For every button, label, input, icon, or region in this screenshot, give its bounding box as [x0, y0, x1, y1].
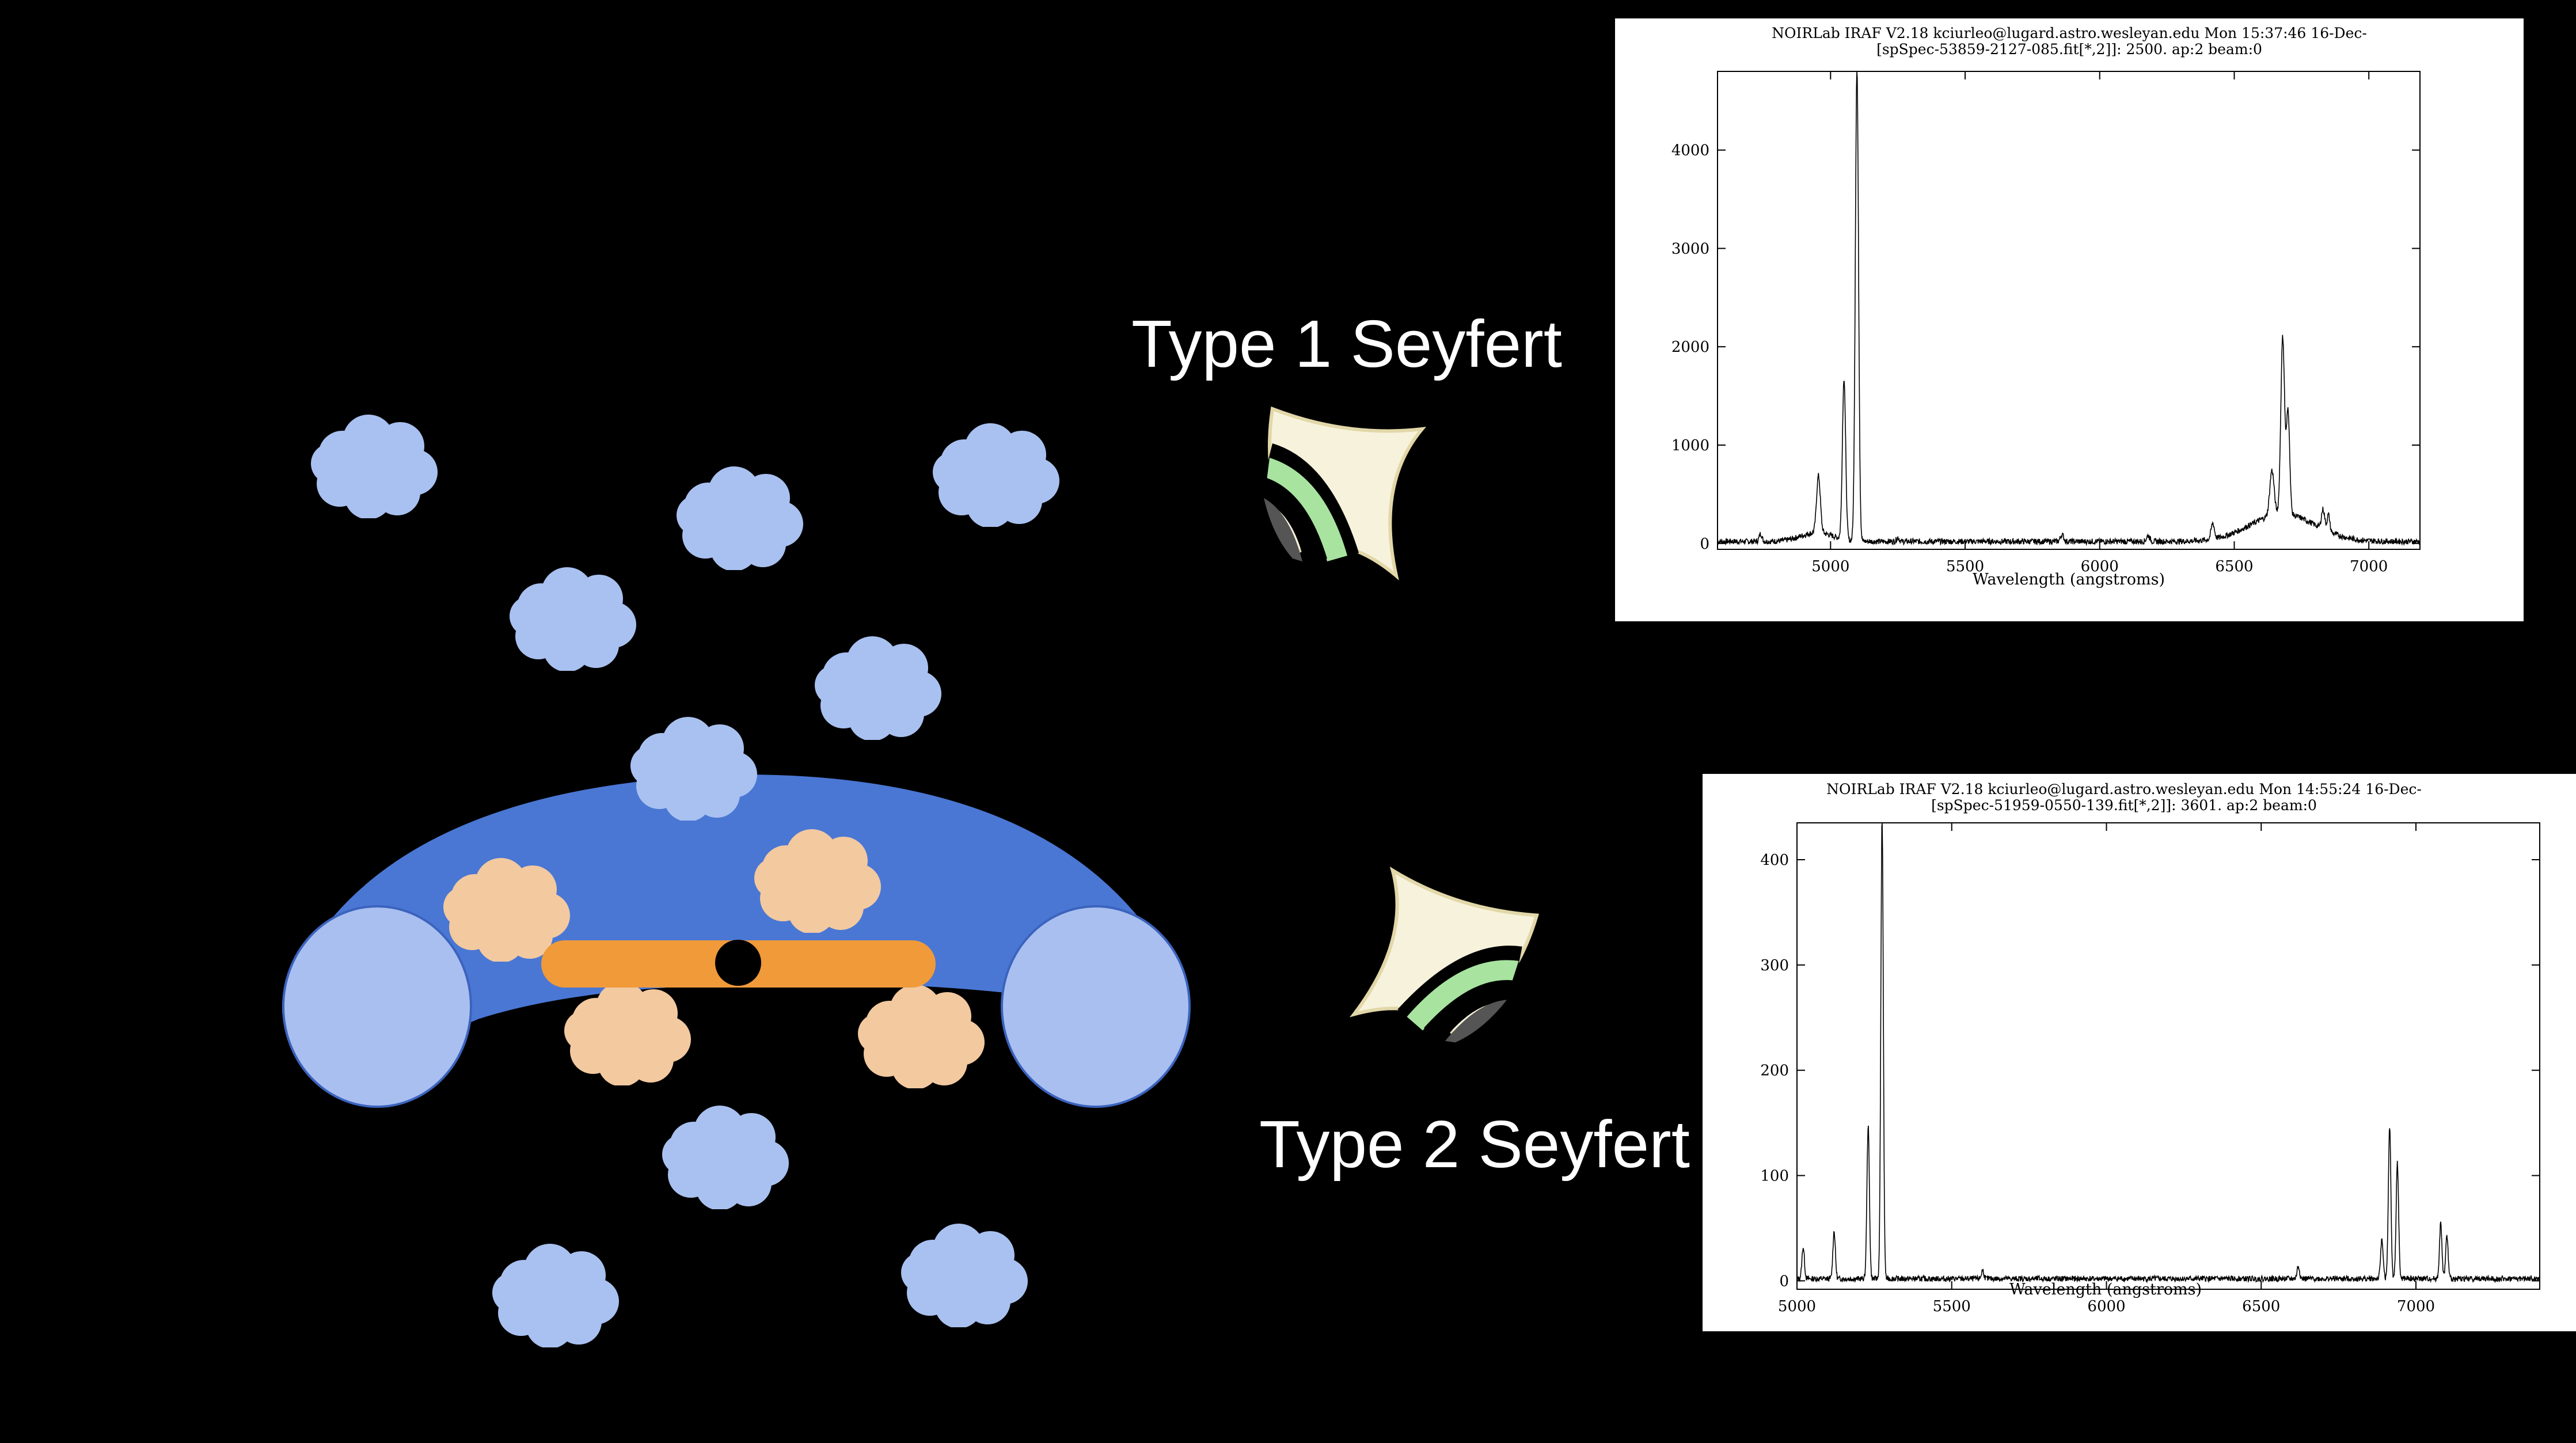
- eye-icon: [1331, 852, 1545, 1070]
- x-tick-label: 5000: [1778, 1298, 1816, 1315]
- y-tick-label: 0: [1779, 1273, 1789, 1290]
- torus-right-lobe: [1001, 905, 1191, 1108]
- y-tick-label: 200: [1760, 1062, 1789, 1080]
- x-tick-label: 6500: [2242, 1298, 2280, 1315]
- type2-spectrum-chart: NOIRLab IRAF V2.18 kciurleo@lugard.astro…: [1760, 781, 2540, 1315]
- spectrum-line: [1796, 822, 2540, 1283]
- type1-spectrum-panel: NOIRLab IRAF V2.18 kciurleo@lugard.astro…: [1615, 18, 2524, 621]
- cloud-icon: [510, 567, 636, 671]
- torus: [282, 774, 1189, 1035]
- type1-seyfert-label: Type 1 Seyfert: [1131, 306, 1562, 381]
- y-tick-label: 2000: [1671, 339, 1709, 356]
- type1-spectrum-chart: NOIRLab IRAF V2.18 kciurleo@lugard.astro…: [1671, 25, 2421, 588]
- eye-icon: [1264, 409, 1422, 576]
- cloud-icon: [311, 415, 438, 518]
- y-tick-label: 100: [1760, 1168, 1789, 1185]
- x-tick-label: 6000: [2081, 558, 2119, 575]
- y-tick-label: 1000: [1671, 437, 1709, 454]
- chart-header-line2: [spSpec-53859-2127-085.fit[*,2]]: 2500. …: [1876, 41, 2262, 58]
- cloud-icon: [933, 423, 1059, 527]
- chart-header-line1: NOIRLab IRAF V2.18 kciurleo@lugard.astro…: [1826, 781, 2422, 798]
- cloud-icon: [564, 982, 691, 1085]
- y-tick-label: 3000: [1671, 240, 1709, 257]
- x-tick-label: 5500: [1946, 558, 1984, 575]
- type2-seyfert-label: Type 2 Seyfert: [1259, 1107, 1690, 1182]
- plot-frame: [1796, 822, 2540, 1290]
- cloud-icon: [901, 1224, 1028, 1327]
- x-tick-label: 6500: [2215, 558, 2253, 575]
- cloud-icon: [677, 466, 803, 570]
- x-axis-label: Wavelength (angstroms): [2009, 1281, 2202, 1298]
- x-axis-label: Wavelength (angstroms): [1973, 571, 2165, 588]
- black-hole-icon: [715, 940, 761, 986]
- y-tick-label: 0: [1700, 536, 1709, 553]
- cloud-icon: [662, 1106, 789, 1209]
- y-tick-label: 300: [1760, 957, 1789, 974]
- torus-left-lobe: [282, 905, 472, 1108]
- x-tick-label: 7000: [2397, 1298, 2435, 1315]
- x-tick-label: 6000: [2087, 1298, 2125, 1315]
- x-tick-label: 7000: [2350, 558, 2388, 575]
- type2-spectrum-panel: NOIRLab IRAF V2.18 kciurleo@lugard.astro…: [1703, 774, 2576, 1331]
- cloud-icon: [858, 985, 985, 1088]
- axis-ticks: 5000 5500 6000 6500 7000 0 1000 2000 3000 4000: [1671, 71, 2420, 575]
- axis-ticks: 5000 5500 6000 6500 7000 0 100 200 300 400: [1760, 823, 2540, 1315]
- chart-header-line2: [spSpec-51959-0550-139.fit[*,2]]: 3601. …: [1931, 797, 2317, 814]
- cloud-icon: [815, 636, 941, 740]
- chart-header-line1: NOIRLab IRAF V2.18 kciurleo@lugard.astro…: [1772, 25, 2367, 41]
- y-tick-label: 400: [1760, 852, 1789, 869]
- x-tick-label: 5500: [1933, 1298, 1971, 1315]
- spectrum-line: [1717, 71, 2421, 546]
- cloud-icon: [492, 1244, 619, 1347]
- y-tick-label: 4000: [1671, 142, 1709, 160]
- x-tick-label: 5000: [1811, 558, 1849, 575]
- plot-frame: [1717, 71, 2421, 550]
